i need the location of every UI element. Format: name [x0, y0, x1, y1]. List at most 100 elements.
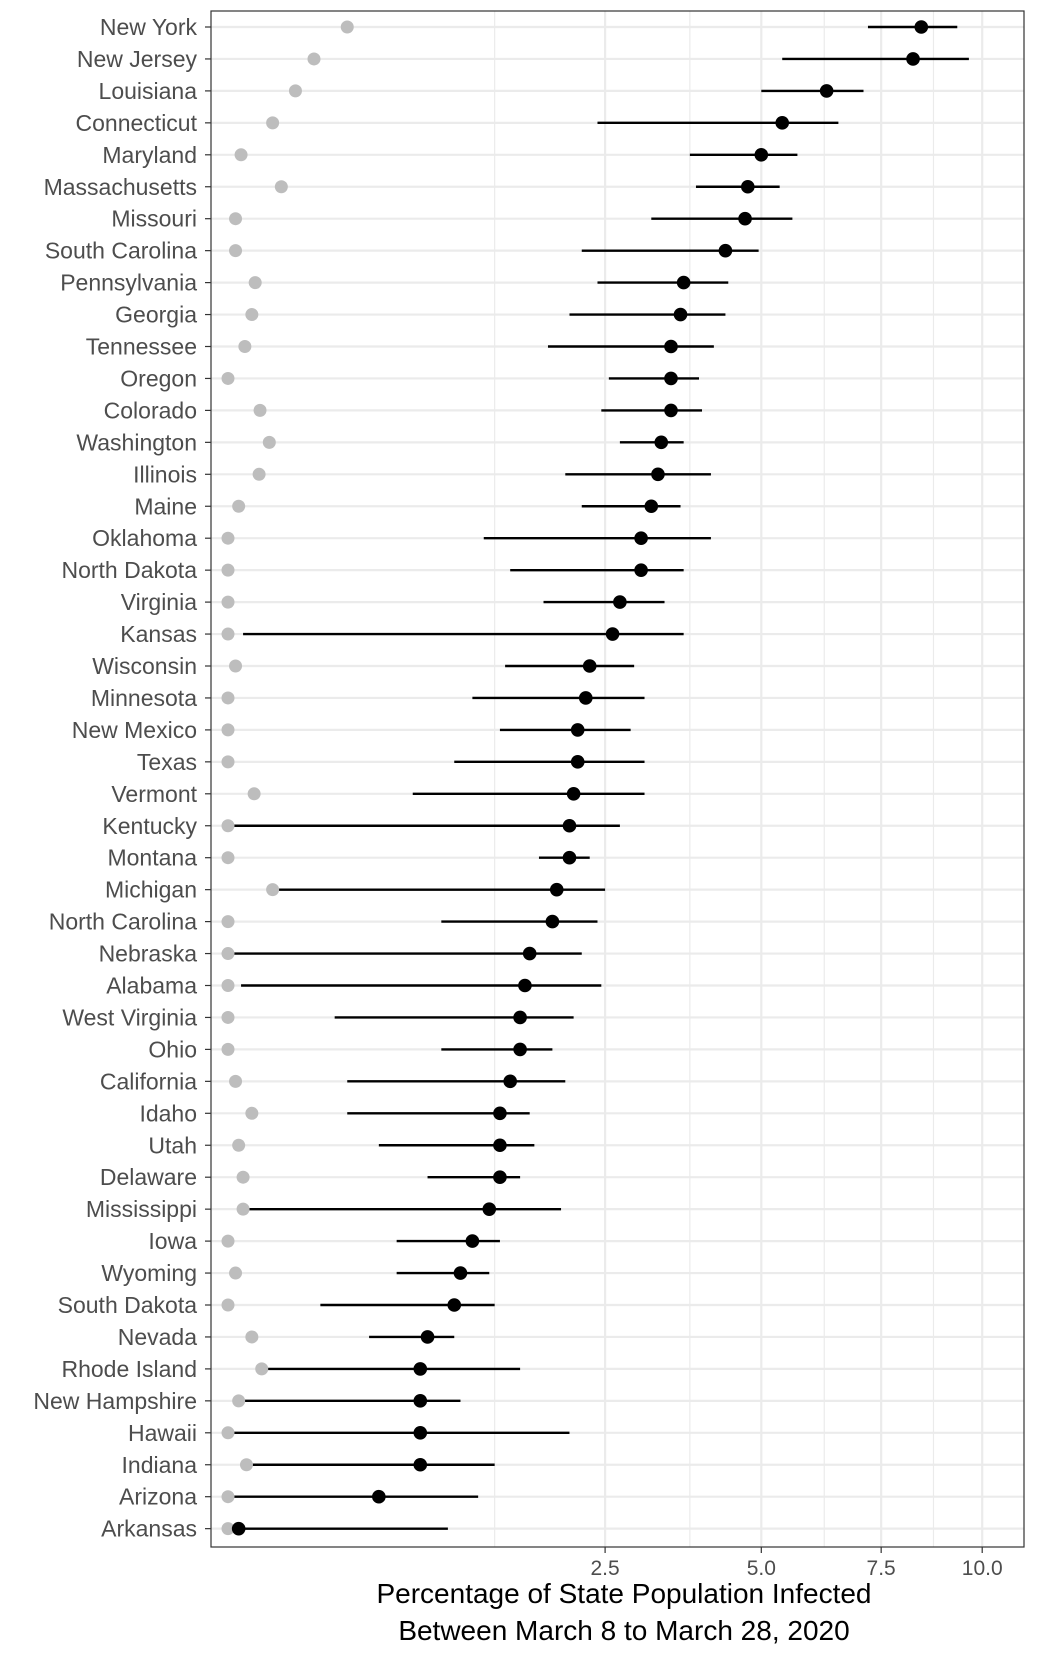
estimate-point — [578, 691, 593, 705]
reported-point — [221, 1522, 235, 1536]
reported-point — [221, 531, 235, 545]
estimate-point — [605, 627, 620, 641]
x-tick-label: 2.5 — [591, 1557, 620, 1580]
reported-point — [232, 499, 246, 513]
reported-point — [229, 1266, 243, 1280]
state-label: Ohio — [148, 1036, 197, 1062]
reported-point — [266, 883, 280, 897]
reported-layer — [221, 20, 354, 1536]
state-label: Kentucky — [102, 813, 197, 839]
state-label: Arkansas — [101, 1516, 197, 1542]
estimate-point — [914, 20, 929, 34]
reported-point — [221, 1010, 235, 1024]
reported-point — [229, 244, 243, 258]
estimate-point — [673, 307, 688, 322]
reported-point — [236, 1202, 250, 1216]
estimate-point — [613, 595, 627, 609]
state-label: South Carolina — [45, 238, 197, 264]
state-label: Texas — [137, 749, 197, 775]
estimate-point — [413, 1394, 428, 1408]
state-label: Connecticut — [76, 110, 198, 136]
estimate-point — [570, 755, 585, 769]
state-label: South Dakota — [58, 1292, 198, 1318]
estimate-point — [664, 371, 678, 386]
estimate-point — [664, 403, 678, 418]
state-label: Utah — [148, 1132, 197, 1158]
estimate-point — [413, 1426, 428, 1440]
estimate-point — [513, 1010, 527, 1025]
state-label: Nebraska — [99, 941, 198, 967]
state-label: Indiana — [122, 1452, 198, 1478]
state-label: New Jersey — [77, 46, 198, 72]
state-label: Colorado — [104, 397, 197, 423]
state-label: Oregon — [120, 365, 197, 391]
state-label: New Hampshire — [33, 1388, 197, 1414]
reported-point — [274, 180, 288, 194]
reported-point — [245, 1330, 259, 1344]
interval-layer — [228, 25, 969, 1530]
reported-point — [221, 595, 235, 609]
state-label: Louisiana — [99, 78, 198, 104]
reported-point — [221, 691, 235, 705]
reported-point — [221, 563, 235, 577]
estimate-layer — [231, 20, 929, 1536]
estimate-point — [493, 1170, 507, 1184]
estimate-point — [651, 467, 665, 482]
reported-point — [307, 52, 321, 66]
estimate-point — [566, 787, 581, 801]
state-label: Vermont — [111, 781, 197, 807]
estimate-point — [562, 850, 577, 865]
x-tick-layer: 2.5 5.0 7.5 10.0 — [591, 1547, 1003, 1580]
estimate-point — [493, 1138, 507, 1153]
reported-point — [221, 1490, 235, 1504]
estimate-point — [372, 1489, 386, 1504]
estimate-point — [413, 1457, 428, 1472]
state-label: Wyoming — [101, 1260, 197, 1286]
state-label: Pennsylvania — [60, 270, 197, 296]
panel-border — [210, 10, 1025, 1548]
estimate-point — [740, 179, 755, 194]
estimate-point — [453, 1266, 468, 1280]
state-label: Maryland — [102, 142, 197, 168]
state-label: Tennessee — [86, 334, 197, 360]
estimate-point — [664, 339, 678, 354]
state-label: Hawaii — [128, 1420, 197, 1446]
state-label: Massachusetts — [44, 174, 197, 200]
reported-point — [221, 1042, 235, 1056]
estimate-point — [518, 978, 532, 993]
estimate-point — [503, 1074, 517, 1089]
state-label: Missouri — [111, 206, 197, 232]
reported-point — [221, 979, 235, 992]
state-label: Oklahoma — [92, 525, 197, 551]
reported-point — [221, 1426, 235, 1440]
x-tick-label: 7.5 — [867, 1557, 896, 1580]
reported-point — [221, 755, 235, 769]
reported-point — [239, 1458, 253, 1472]
estimate-point — [545, 914, 560, 929]
estimate-point — [420, 1330, 435, 1344]
state-label: Michigan — [105, 877, 197, 903]
state-label: Idaho — [139, 1100, 197, 1126]
reported-point — [245, 1106, 259, 1120]
estimate-point — [493, 1106, 507, 1121]
estimate-point — [562, 818, 577, 833]
reported-point — [221, 851, 235, 865]
x-axis-title-line2: Between March 8 to March 28, 2020 — [398, 1615, 849, 1646]
estimate-point — [634, 563, 648, 577]
state-label: West Virginia — [62, 1004, 197, 1030]
estimate-point — [676, 275, 691, 290]
state-label: Washington — [76, 429, 197, 455]
x-axis-title-line1: Percentage of State Population Infected — [376, 1578, 871, 1609]
state-label: Minnesota — [91, 685, 197, 711]
reported-point — [236, 1170, 250, 1184]
state-label: Arizona — [119, 1484, 197, 1510]
reported-point — [252, 467, 266, 481]
state-label: Wisconsin — [92, 653, 197, 679]
reported-point — [238, 340, 252, 353]
x-tick-label: 5.0 — [747, 1557, 776, 1580]
estimate-point — [819, 84, 834, 98]
reported-point — [221, 1234, 235, 1248]
estimate-point — [413, 1362, 428, 1376]
